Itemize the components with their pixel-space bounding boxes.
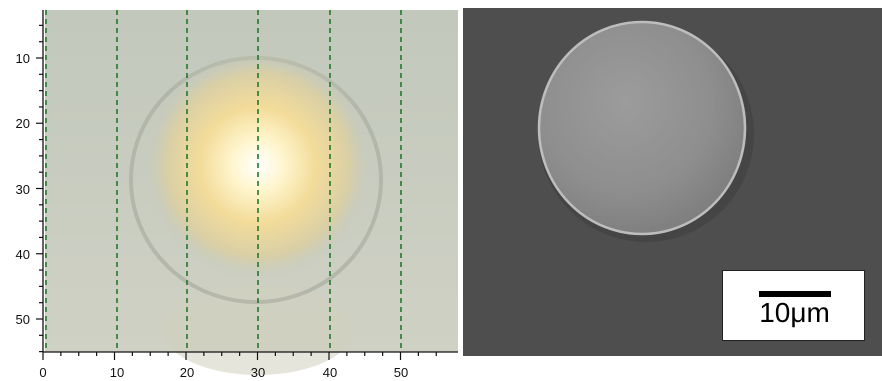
optical-micrograph-panel xyxy=(45,10,458,375)
x-tick-label: 0 xyxy=(39,365,46,380)
x-tick-label: 40 xyxy=(323,365,337,380)
dashed-grid-lines xyxy=(116,10,402,352)
x-tick-label: 10 xyxy=(110,365,124,380)
y-tick-label: 10 xyxy=(16,51,30,66)
y-tick-label: 50 xyxy=(16,312,30,327)
axis-ticks xyxy=(36,24,437,360)
x-tick-labels: 0 10 20 30 40 50 xyxy=(39,365,408,380)
y-tick-label: 30 xyxy=(16,182,30,197)
y-tick-label: 40 xyxy=(16,247,30,262)
microsphere xyxy=(537,20,747,236)
scale-bar-box: 10μm xyxy=(722,270,865,341)
x-tick-label: 30 xyxy=(251,365,265,380)
x-tick-label: 20 xyxy=(180,365,194,380)
sem-micrograph-panel xyxy=(463,8,882,356)
axes xyxy=(42,10,458,353)
y-tick-labels: 10 20 30 40 50 xyxy=(16,51,30,327)
scale-bar xyxy=(759,291,831,297)
x-tick-label: 50 xyxy=(394,365,408,380)
y-tick-label: 20 xyxy=(16,116,30,131)
scale-bar-label: 10μm xyxy=(759,297,830,328)
